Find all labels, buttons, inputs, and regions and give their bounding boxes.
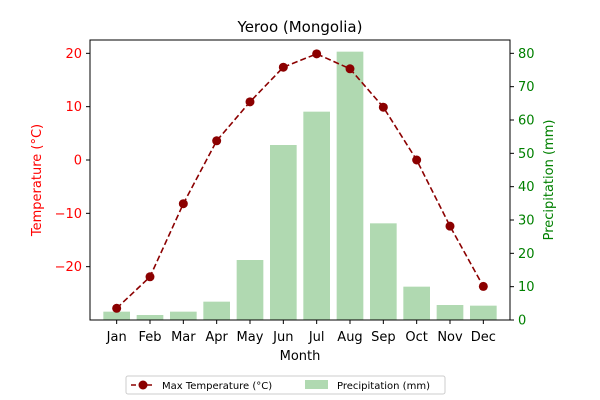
temp-point-dec xyxy=(478,281,488,291)
x-tick-label: Nov xyxy=(437,330,463,345)
temp-point-mar xyxy=(178,199,188,209)
precipitation-bars xyxy=(103,51,497,321)
right-y-axis: 0 10 20 30 40 50 60 70 80 xyxy=(510,47,535,329)
temp-point-aug xyxy=(345,64,355,74)
right-tick-label: 10 xyxy=(518,280,535,295)
x-tick-label: Jan xyxy=(106,330,127,345)
left-tick-label: 20 xyxy=(65,47,82,62)
precip-bar-oct xyxy=(403,286,430,320)
right-tick-label: 70 xyxy=(518,80,535,95)
x-tick-label: Aug xyxy=(337,330,362,345)
x-tick-label: Oct xyxy=(405,330,427,345)
left-tick-label: −10 xyxy=(55,207,82,222)
chart-title: Yeroo (Mongolia) xyxy=(237,18,363,36)
x-axis-label: Month xyxy=(280,349,321,364)
left-y-axis: −20 −10 0 10 20 xyxy=(55,47,90,275)
legend-marker-swatch xyxy=(138,380,148,390)
x-tick-label: Dec xyxy=(471,330,496,345)
x-tick-label: Sep xyxy=(371,330,396,345)
temp-point-sep xyxy=(378,102,388,112)
left-tick-label: 10 xyxy=(65,100,82,115)
left-tick-label: −20 xyxy=(55,260,82,275)
precip-bar-nov xyxy=(436,305,464,320)
right-tick-label: 80 xyxy=(518,47,535,62)
temp-point-apr xyxy=(212,136,222,146)
right-tick-label: 20 xyxy=(518,247,535,262)
right-tick-label: 0 xyxy=(518,314,526,329)
right-tick-label: 40 xyxy=(518,180,535,195)
temp-point-jan xyxy=(112,303,122,313)
x-axis: Jan Feb Mar Apr May Jun Jul Aug Sep Oct Nov Dec xyxy=(106,320,496,345)
plot-area-frame xyxy=(89,39,511,321)
temp-point-oct xyxy=(412,155,422,165)
x-tick-label: May xyxy=(237,330,264,345)
temperature-line-layer xyxy=(112,49,488,313)
right-y-axis-label: Precipitation (mm) xyxy=(542,120,557,241)
precip-bar-sep xyxy=(370,223,397,320)
left-tick-label: 0 xyxy=(74,154,82,169)
legend-label-precipitation: Precipitation (mm) xyxy=(337,381,430,392)
right-tick-label: 60 xyxy=(518,114,535,129)
legend-bar-swatch xyxy=(305,380,328,389)
legend-label-temperature: Max Temperature (°C) xyxy=(162,381,272,392)
precip-bar-jun xyxy=(270,145,297,320)
temp-point-jun xyxy=(278,62,288,72)
legend-frame xyxy=(125,375,446,395)
precip-bar-dec xyxy=(470,305,497,320)
precip-bar-feb xyxy=(136,315,164,320)
legend: Max Temperature (°C) Precipitation (mm) xyxy=(125,375,446,395)
left-y-axis-label: Temperature (°C) xyxy=(30,124,45,237)
temperature-line xyxy=(116,52,485,309)
precip-bar-jul xyxy=(303,111,330,321)
precip-bar-apr xyxy=(203,301,230,320)
temp-point-nov xyxy=(445,221,455,231)
x-tick-label: Feb xyxy=(138,330,161,345)
x-tick-label: Jun xyxy=(272,330,293,345)
temp-point-jul xyxy=(312,49,322,59)
temp-point-may xyxy=(245,97,255,107)
precip-bar-jan xyxy=(103,311,130,320)
x-tick-label: Jul xyxy=(308,330,325,345)
temp-point-feb xyxy=(145,272,155,282)
right-tick-label: 30 xyxy=(518,214,535,229)
precip-bar-aug xyxy=(336,51,364,321)
precip-bar-may xyxy=(236,260,264,320)
x-tick-label: Apr xyxy=(205,330,228,345)
x-tick-label: Mar xyxy=(171,330,196,345)
right-tick-label: 50 xyxy=(518,147,535,162)
precip-bar-mar xyxy=(170,311,197,320)
